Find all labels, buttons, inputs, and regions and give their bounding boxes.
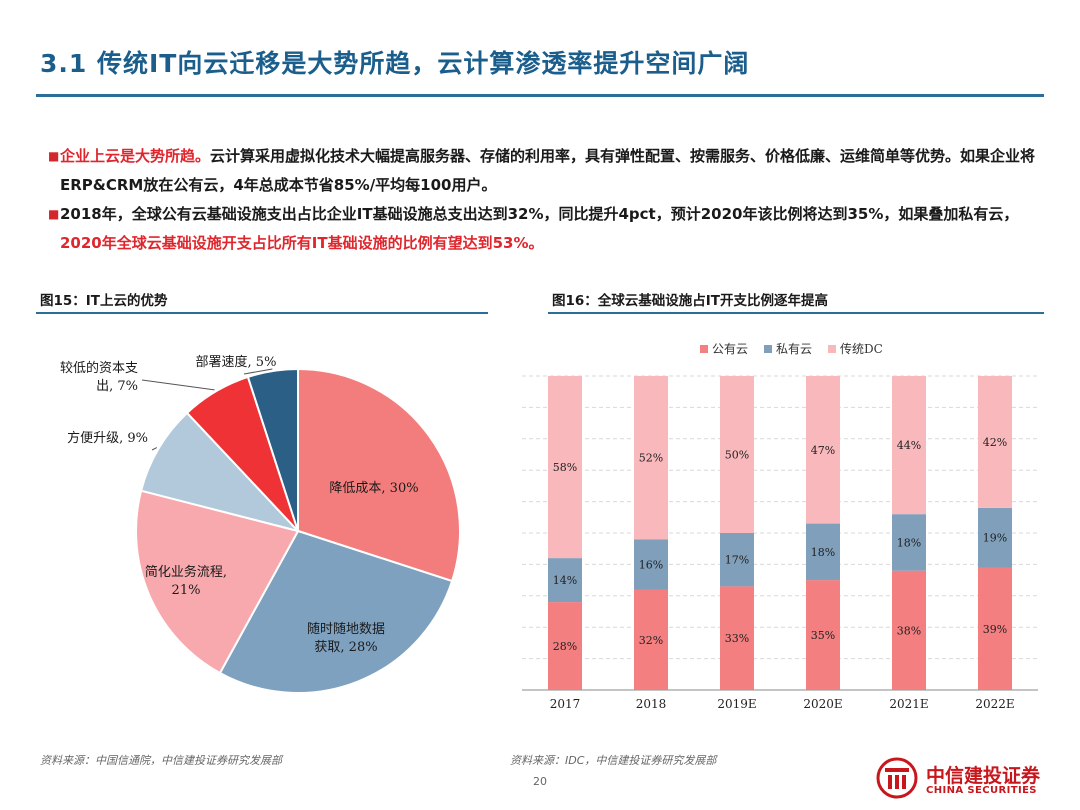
fig15-divider — [36, 312, 488, 314]
bar-label-2-0: 58% — [553, 461, 577, 474]
bar-0-1 — [634, 589, 668, 690]
bar-1-1 — [634, 539, 668, 590]
bar-label-2-2: 50% — [725, 449, 749, 462]
bullet-marker: ■ — [48, 149, 60, 163]
bar-label-1-5: 19% — [983, 532, 1007, 545]
bar-label-1-1: 16% — [639, 558, 663, 571]
bar-label-0-5: 39% — [983, 623, 1007, 636]
pie-label-1: 随时随地数据获取, 28% — [307, 622, 385, 655]
bar-label-1-0: 14% — [553, 574, 577, 587]
bar-1-0 — [548, 558, 582, 603]
bullet-1: ■ 企业上云是大势所趋。云计算采用虚拟化技术大幅提高服务器、存储的利用率，具有弹… — [48, 142, 1048, 200]
bar-label-0-4: 38% — [897, 624, 921, 637]
bullet-1-emphasis: 企业上云是大势所趋。 — [60, 147, 211, 165]
page-title: 3.1 传统IT向云迁移是大势所趋，云计算渗透率提升空间广阔 — [40, 49, 750, 78]
bar-label-0-0: 28% — [553, 640, 577, 653]
title-divider — [36, 94, 1044, 97]
bar-1-3 — [806, 523, 840, 581]
bar-label-0-1: 32% — [639, 634, 663, 647]
bar-label-0-3: 35% — [811, 629, 835, 642]
pie-slice-3 — [139, 411, 302, 533]
pie-slice-0 — [297, 367, 461, 583]
bar-label-1-2: 17% — [725, 554, 749, 567]
pie-chart: 降低成本, 30% 随时随地数据获取, 28% 简化业务流程, 21% 方便升级, 9%… — [60, 354, 461, 694]
pie-label-2: 简化业务流程, 21% — [145, 564, 227, 598]
pie-label-5: 部署速度, 5% — [196, 354, 277, 370]
pie-leader-line — [151, 447, 158, 451]
bullet-list: ■ 企业上云是大势所趋。云计算采用虚拟化技术大幅提高服务器、存储的利用率，具有弹… — [48, 142, 1048, 258]
bullet-1-text: 云计算采用虚拟化技术大幅提高服务器、存储的利用率，具有弹性配置、按需服务、价格低… — [60, 147, 1036, 194]
bar-0-4 — [892, 570, 926, 690]
bullet-2: ■ 2018年，全球公有云基础设施支出占比企业IT基础设施总支出达到32%，同比… — [48, 200, 1048, 258]
x-tick-label-3: 2020E — [803, 697, 842, 711]
bullet-2-text: 2018年，全球公有云基础设施支出占比企业IT基础设施总支出达到32%，同比提升… — [60, 205, 1019, 223]
bar-2-1 — [634, 376, 668, 540]
bar-1-5 — [978, 507, 1012, 568]
x-tick-label-5: 2022E — [975, 697, 1014, 711]
pie-label-0: 降低成本, 30% — [329, 481, 418, 496]
bar-label-2-4: 44% — [897, 439, 921, 452]
x-tick-label-1: 2018 — [636, 697, 667, 711]
fig15-title: 图15：IT上云的优势 — [40, 293, 168, 309]
bar-0-3 — [806, 580, 840, 690]
pie-leader-line — [243, 368, 273, 375]
logo-text-en: CHINA SECURITIES — [926, 785, 1037, 796]
x-tick-label-0: 2017 — [550, 697, 581, 711]
pie-slice-2 — [135, 489, 300, 675]
pie-label-4: 较低的资本支出, 7% — [60, 360, 138, 394]
x-tick-label-2: 2019E — [717, 697, 756, 711]
logo-emblem-icon — [876, 757, 918, 799]
bar-0-0 — [548, 602, 582, 690]
pie-slice-5 — [246, 367, 299, 532]
legend-swatch-2 — [828, 345, 836, 353]
bar-2-0 — [548, 376, 582, 559]
pie-slice-1 — [218, 529, 454, 694]
x-tick-label-4: 2021E — [889, 697, 928, 711]
bar-2-2 — [720, 376, 754, 533]
bar-2-3 — [806, 376, 840, 524]
legend-swatch-1 — [764, 345, 772, 353]
bar-0-2 — [720, 586, 754, 690]
source-note-left: 资料来源：中国信通院，中信建投证券研究发展部 — [40, 754, 282, 767]
bar-0-5 — [978, 567, 1012, 690]
fig16-title: 图16：全球云基础设施占IT开支比例逐年提高 — [552, 293, 829, 309]
logo-text-cn: 中信建投证券 — [926, 765, 1041, 787]
bar-label-1-4: 18% — [897, 536, 921, 549]
legend-label-0: 公有云 — [712, 342, 748, 356]
pie-label-3: 方便升级, 9% — [67, 430, 148, 446]
legend-swatch-0 — [700, 345, 708, 353]
bar-label-2-5: 42% — [983, 436, 1007, 449]
bar-2-5 — [978, 376, 1012, 508]
stacked-bar-chart: 公有云 私有云 传统DC 28% 14% 58% 2017 32% 16% 52% 2018 33% 1… — [522, 341, 1038, 711]
pie-leader-line — [141, 379, 215, 391]
legend-label-1: 私有云 — [776, 342, 812, 356]
bar-1-4 — [892, 514, 926, 571]
bar-label-2-3: 47% — [811, 444, 835, 457]
source-note-right: 资料来源：IDC，中信建投证券研究发展部 — [510, 754, 717, 767]
bar-2-4 — [892, 376, 926, 515]
bar-1-2 — [720, 533, 754, 587]
bullet-2-highlight: 2020年全球云基础设施开支占比所有IT基础设施的比例有望达到53%。 — [60, 234, 544, 252]
company-logo: 中信建投证券 CHINA SECURITIES — [876, 757, 1056, 803]
fig16-divider — [548, 312, 1044, 314]
bar-label-1-3: 18% — [811, 546, 835, 559]
bar-label-2-1: 52% — [639, 452, 663, 465]
bullet-marker: ■ — [48, 207, 60, 221]
page-number: 20 — [533, 775, 547, 788]
bar-label-0-2: 33% — [725, 632, 749, 645]
legend-label-2: 传统DC — [840, 341, 883, 356]
